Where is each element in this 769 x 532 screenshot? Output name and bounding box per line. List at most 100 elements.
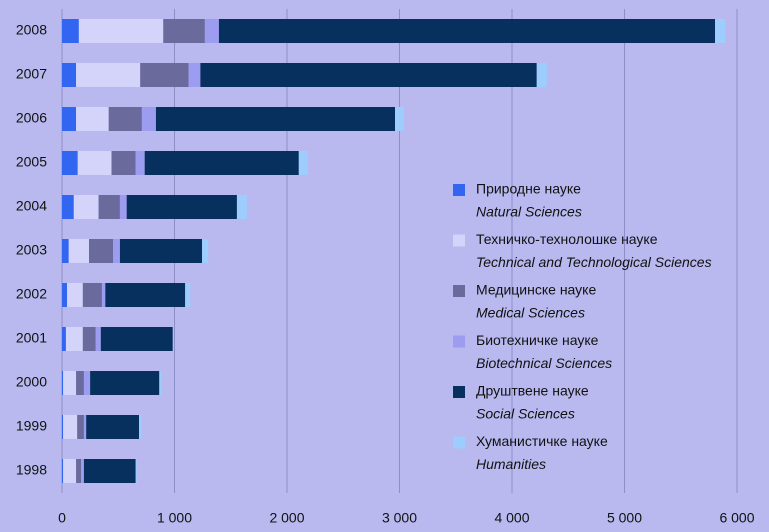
x-tick-label: 6 000 [719, 510, 754, 526]
bar-segment [82, 327, 96, 351]
bar-segment [126, 195, 237, 219]
bar-segment [236, 195, 248, 219]
bar-segment [62, 415, 64, 439]
legend-label-en: Medical Sciences [476, 305, 585, 321]
bar-segment [62, 327, 66, 351]
bar-segment [172, 327, 174, 351]
bar-segment [62, 371, 64, 395]
bar-segment [76, 63, 141, 87]
legend-label-en: Technical and Technological Sciences [476, 254, 712, 270]
x-tick-label: 1 000 [157, 510, 192, 526]
legend-label: Хуманистичке науке [476, 433, 608, 449]
bar-segment [63, 371, 77, 395]
legend-swatch [453, 386, 465, 398]
y-tick-label: 1999 [16, 418, 47, 434]
legend-label: Природне науке [476, 181, 581, 197]
legend-swatch [453, 436, 465, 449]
bar-segment [135, 151, 145, 175]
bar-segment [83, 415, 87, 439]
legend-label-en: Social Sciences [476, 406, 575, 422]
legend-label-en: Biotechnical Sciences [476, 355, 612, 371]
bar-segment [82, 283, 102, 307]
bar-segment [715, 19, 726, 43]
bar-segment [86, 415, 140, 439]
bar-segment [76, 107, 109, 131]
bar-segment [139, 415, 142, 439]
x-tick-label: 4 000 [494, 510, 529, 526]
bar-segment [202, 239, 209, 263]
bar-segment [62, 151, 78, 175]
y-tick-label: 1998 [16, 462, 47, 478]
bar-segment [62, 63, 77, 87]
bar-segment [62, 283, 68, 307]
bar-segment [98, 195, 120, 219]
bar-segment [77, 415, 84, 439]
bar-segment [76, 371, 84, 395]
y-tick-label: 2006 [16, 110, 47, 126]
bar-segment [140, 63, 189, 87]
bar-segment [62, 195, 74, 219]
x-tick-label: 2 000 [269, 510, 304, 526]
bar-segment [141, 107, 156, 131]
bar-segment [155, 107, 395, 131]
bar-segment [188, 63, 201, 87]
bar-segment [73, 195, 99, 219]
bar-segment [62, 239, 69, 263]
bar-segment [536, 63, 547, 87]
bar-segment [63, 459, 77, 483]
bar-segment [298, 151, 308, 175]
y-tick-label: 2003 [16, 242, 47, 258]
bar-segment [68, 239, 89, 263]
bar-segment [63, 415, 78, 439]
y-tick-label: 2001 [16, 330, 47, 346]
bar-segment [163, 19, 205, 43]
bar-segment [105, 283, 186, 307]
legend-swatch [453, 184, 465, 196]
bar-segment [76, 459, 82, 483]
bar-segment [218, 19, 716, 43]
bar-segment [83, 459, 136, 483]
bar-segment [108, 107, 142, 131]
bar-segment [395, 107, 404, 131]
x-tick-label: 0 [58, 510, 66, 526]
bar-segment [119, 239, 203, 263]
bar-segment [78, 19, 164, 43]
x-tick-label: 5 000 [607, 510, 642, 526]
bar-segment [77, 151, 112, 175]
bar-segment [67, 283, 83, 307]
legend-label: Техничко-технолошке науке [476, 231, 658, 247]
bar-segment [185, 283, 191, 307]
bar-segment [200, 63, 537, 87]
y-tick-label: 2007 [16, 66, 47, 82]
legend-label: Друштвене науке [476, 383, 589, 399]
bar-segment [62, 107, 77, 131]
bar-segment [135, 459, 137, 483]
legend-swatch [453, 234, 465, 247]
bar-segment [89, 239, 114, 263]
y-tick-label: 2008 [16, 22, 47, 38]
legend-label: Медицинске науке [476, 282, 596, 298]
bar-segment [95, 327, 101, 351]
bar-segment [62, 459, 64, 483]
bar-segment [204, 19, 219, 43]
bar-segment [159, 371, 162, 395]
bar-segment [113, 239, 120, 263]
bar-segment [90, 371, 160, 395]
legend-swatch [453, 285, 465, 297]
bar-segment [111, 151, 136, 175]
legend-label-en: Natural Sciences [476, 204, 582, 220]
y-tick-label: 2005 [16, 154, 47, 170]
bar-segment [65, 327, 83, 351]
y-tick-label: 2002 [16, 286, 47, 302]
legend-label-en: Humanities [476, 456, 546, 472]
bar-segment [81, 459, 84, 483]
legend-label: Биотехничке науке [476, 332, 599, 348]
bar-segment [144, 151, 299, 175]
y-tick-label: 2004 [16, 198, 47, 214]
bar-segment [101, 283, 106, 307]
bar-segment [83, 371, 91, 395]
bar-segment [62, 19, 79, 43]
x-tick-label: 3 000 [382, 510, 417, 526]
y-tick-label: 2000 [16, 374, 47, 390]
